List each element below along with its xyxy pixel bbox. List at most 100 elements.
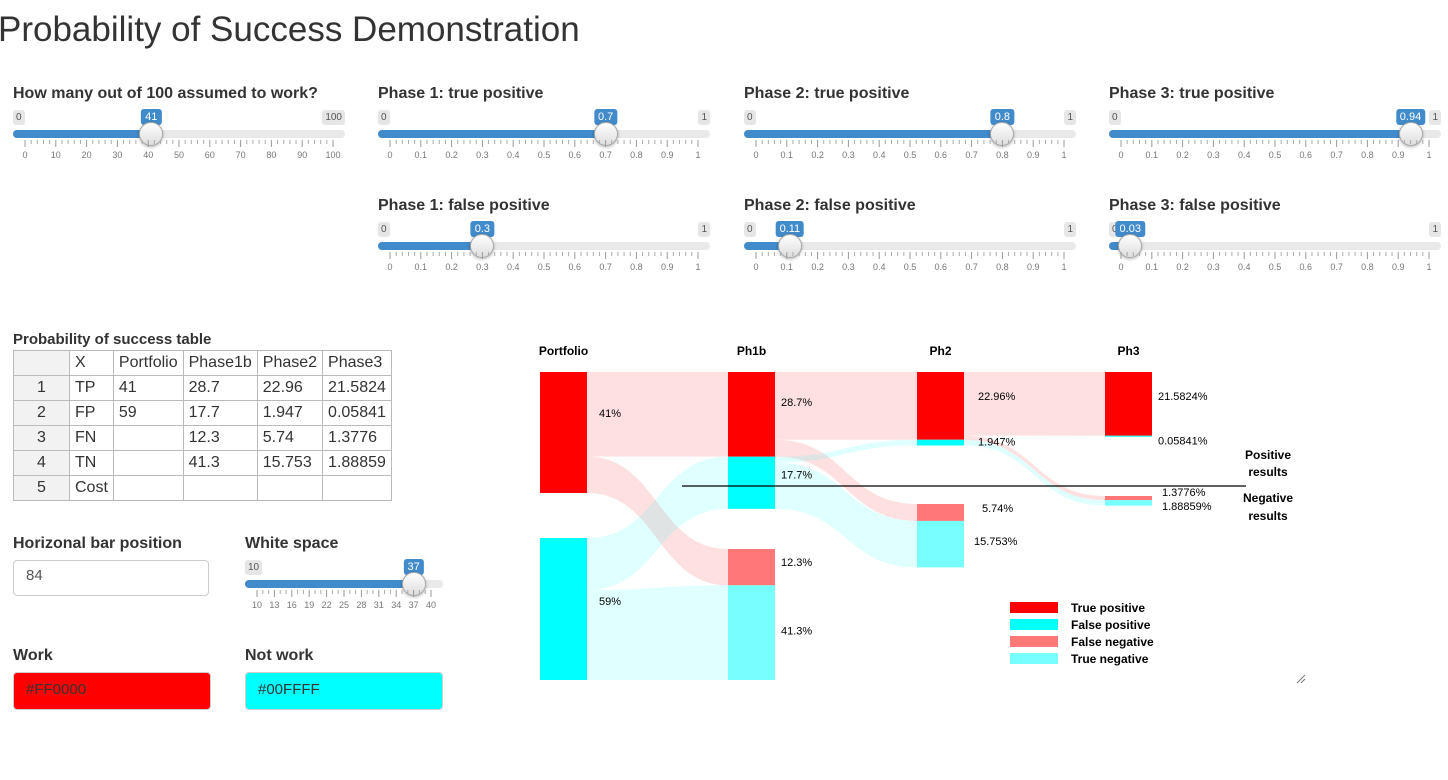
slider-handle[interactable] xyxy=(139,122,164,146)
slider-tick-label: 0.7 xyxy=(965,150,978,160)
stage-title: Ph3 xyxy=(1117,344,1139,358)
sankey-flow xyxy=(775,372,917,440)
table-header-cell: Phase1b xyxy=(182,350,258,376)
slider-tick-label: 0.6 xyxy=(569,262,582,272)
slider-tick-label: 90 xyxy=(297,150,307,160)
bar-position-input[interactable]: 84 xyxy=(13,560,209,596)
negative-results-label: results xyxy=(1248,509,1288,523)
slider-tick-label: 80 xyxy=(266,150,276,160)
slider-tick-label: 0 xyxy=(753,150,758,160)
table-header-cell: X xyxy=(69,350,114,376)
slider-tick-label: 0.3 xyxy=(476,150,489,160)
slider-tick-label: 10 xyxy=(51,150,61,160)
slider-tick-label: 0.4 xyxy=(873,150,886,160)
slider-fill xyxy=(744,242,790,250)
slider-tick-label: 0.8 xyxy=(1361,262,1374,272)
slider-work[interactable]: How many out of 100 assumed to work? 0 100… xyxy=(13,85,345,165)
slider-phase3-true-positive[interactable]: Phase 3: true positive 0 1 0.94 0 0.1 0.2 0.3 0.… xyxy=(1109,85,1441,165)
slider-tick-label: 0.4 xyxy=(507,262,520,272)
slider-tick-label: 0 xyxy=(387,262,392,272)
slider-tick-label: 0.3 xyxy=(842,262,855,272)
node-value-label: 12.3% xyxy=(781,557,812,569)
sankey-node xyxy=(728,549,775,586)
slider-tick-label: 30 xyxy=(112,150,122,160)
sankey-flow xyxy=(964,439,1105,506)
slider-tick-label: 0.7 xyxy=(599,150,612,160)
node-value-label: 1.3776% xyxy=(1162,487,1206,499)
table-row: 1 TP 41 28.7 22.96 21.5824 xyxy=(13,375,392,401)
sankey-flow xyxy=(775,439,917,463)
table-cell: 5 xyxy=(13,475,70,501)
resize-handle-icon[interactable] xyxy=(1296,674,1306,684)
slider-tick-label: 60 xyxy=(205,150,215,160)
slider-tick-label: 0.8 xyxy=(1361,150,1374,160)
slider-min-badge: 0 xyxy=(378,110,390,125)
slider-track[interactable] xyxy=(1109,242,1441,250)
slider-phase2-false-positive[interactable]: Phase 2: false positive 0 1 0.11 0 0.1 0.2 0.3 0… xyxy=(744,197,1076,277)
slider-phase3-false-positive[interactable]: Phase 3: false positive010.0300.10.20.30… xyxy=(1109,197,1441,277)
table-cell xyxy=(182,475,258,501)
slider-tick-label: 0 xyxy=(387,150,392,160)
table-cell: 21.5824 xyxy=(322,375,392,401)
slider-tick-label: 19 xyxy=(304,600,314,610)
slider-tick-label: 0.9 xyxy=(1392,150,1405,160)
slider-tick-label: 1 xyxy=(1061,262,1066,272)
slider-handle[interactable] xyxy=(401,572,426,596)
slider-track[interactable] xyxy=(744,242,1076,250)
notwork-color-input[interactable]: #00FFFF xyxy=(245,672,443,710)
slider-min-badge: 0 xyxy=(378,222,390,237)
slider-min-badge: 0 xyxy=(744,222,756,237)
slider-tick-label: 1 xyxy=(695,262,700,272)
slider-tick-label: 0.2 xyxy=(1176,150,1189,160)
slider-phase2-true-positive[interactable]: Phase 2: true positive 0 1 0.8 0 0.1 0.2 0.3 0.4… xyxy=(744,85,1076,165)
table-cell: 1.3776 xyxy=(322,425,392,451)
table-row: 3 FN 12.3 5.74 1.3776 xyxy=(13,425,392,451)
work-color-input[interactable]: #FF0000 xyxy=(13,672,211,710)
positive-results-label: Positive xyxy=(1245,448,1291,462)
slider-tick-label: 37 xyxy=(409,600,419,610)
slider-label: Phase 1: true positive xyxy=(378,85,544,102)
slider-max-badge: 1 xyxy=(1429,110,1441,125)
slider-tick-label: 0.4 xyxy=(1238,150,1251,160)
slider-tick-label: 0 xyxy=(1118,150,1123,160)
sankey-flow xyxy=(775,439,917,521)
node-value-label: 17.7% xyxy=(781,470,812,482)
stage-title: Ph1b xyxy=(737,344,766,358)
table-cell xyxy=(112,475,184,501)
slider-tick-label: 0.7 xyxy=(1330,150,1343,160)
positive-results-label: results xyxy=(1248,465,1288,479)
slider-tick-label: 0.2 xyxy=(445,262,458,272)
table-cell: 17.7 xyxy=(182,400,258,426)
slider-tick-label: 0.1 xyxy=(1146,262,1159,272)
slider-ticks: 0 0.1 0.2 0.3 0.4 0.5 0.6 0.7 0.8 0.9 1 xyxy=(1118,252,1432,272)
slider-handle[interactable] xyxy=(777,234,802,258)
slider-tick-label: 0.1 xyxy=(1146,150,1159,160)
slider-max-badge: 1 xyxy=(1429,222,1441,237)
slider-phase1-true-positive[interactable]: Phase 1: true positive 0 1 0.7 0 0.1 0.2 0.3 0.4… xyxy=(378,85,710,165)
table-cell: FN xyxy=(69,425,114,451)
node-value-label: 5.74% xyxy=(982,503,1013,515)
slider-track[interactable] xyxy=(13,130,345,138)
slider-tick-label: 0.4 xyxy=(1238,262,1251,272)
slider-track[interactable] xyxy=(378,242,710,250)
slider-ticks: 0 0.1 0.2 0.3 0.4 0.5 0.6 0.7 0.8 0.9 1 xyxy=(387,140,701,160)
slider-phase1-false-positive[interactable]: Phase 1: false positive 0 1 0.3 0 0.1 0.2 0.3 0.… xyxy=(378,197,710,277)
slider-white-space[interactable]: White space 10 37 10 13 16 19 22 25 28 31 34 37 40 xyxy=(245,535,443,615)
page-title: Probability of Success Demonstration xyxy=(0,10,580,49)
table-cell: 12.3 xyxy=(182,425,258,451)
slider-tick-label: 0.5 xyxy=(1269,150,1282,160)
slider-ticks: 10 13 16 19 22 25 28 31 34 37 40 xyxy=(252,590,436,610)
sankey-flow xyxy=(587,456,728,591)
slider-tick-label: 100 xyxy=(325,150,340,160)
slider-tick-label: 0.2 xyxy=(1176,262,1189,272)
slider-tick-label: 0.5 xyxy=(1269,262,1282,272)
slider-label: Phase 2: true positive xyxy=(744,85,910,102)
table-cell: 22.96 xyxy=(256,375,324,401)
slider-max-badge: 100 xyxy=(322,110,345,125)
slider-handle[interactable] xyxy=(1118,234,1143,258)
slider-fill xyxy=(245,580,414,588)
slider-tick-label: 40 xyxy=(143,150,153,160)
slider-tick-label: 28 xyxy=(356,600,366,610)
table-row: 2 FP 59 17.7 1.947 0.05841 xyxy=(13,400,392,426)
slider-tick-label: 0.3 xyxy=(476,262,489,272)
